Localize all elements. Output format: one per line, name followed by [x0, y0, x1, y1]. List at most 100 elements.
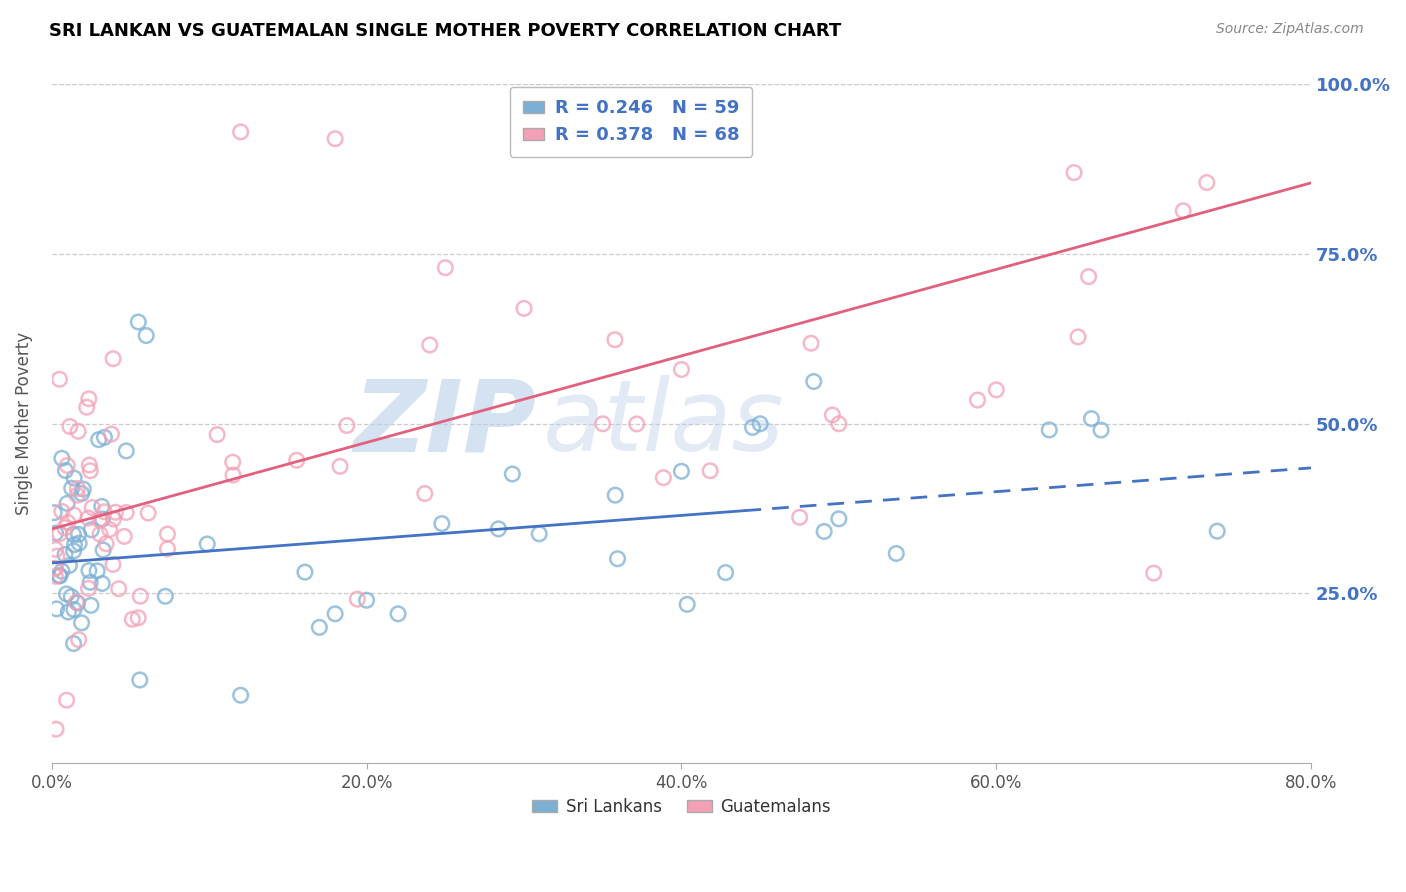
Point — [884, 546, 907, 560]
Point — [356, 593, 378, 607]
Point — [53, 548, 76, 562]
Point — [66, 482, 89, 496]
Point — [89, 527, 111, 541]
Legend: Sri Lankans, Guatemalans: Sri Lankans, Guatemalans — [526, 791, 837, 822]
Point — [56, 458, 79, 473]
Point — [592, 417, 614, 431]
Point — [93, 505, 115, 519]
Point — [156, 541, 179, 556]
Point — [63, 508, 86, 522]
Point — [70, 615, 93, 630]
Text: atlas: atlas — [543, 376, 785, 472]
Point — [42, 562, 65, 576]
Point — [80, 523, 103, 537]
Point — [1206, 524, 1229, 538]
Point — [346, 592, 368, 607]
Point — [828, 512, 851, 526]
Point — [828, 417, 851, 431]
Point — [323, 132, 346, 146]
Point — [741, 420, 763, 434]
Point — [104, 505, 127, 519]
Point — [800, 336, 823, 351]
Point — [676, 598, 699, 612]
Point — [121, 612, 143, 626]
Point — [91, 512, 114, 526]
Point — [86, 564, 108, 578]
Point — [79, 464, 101, 478]
Point — [329, 459, 352, 474]
Point — [1143, 566, 1166, 580]
Point — [986, 383, 1008, 397]
Point — [60, 481, 83, 495]
Point — [55, 464, 77, 478]
Point — [45, 722, 67, 736]
Point — [51, 504, 73, 518]
Point — [51, 564, 73, 578]
Point — [63, 471, 86, 485]
Point — [966, 392, 988, 407]
Point — [387, 607, 409, 621]
Point — [94, 537, 117, 551]
Point — [67, 527, 90, 541]
Point — [1090, 423, 1112, 437]
Point — [51, 451, 73, 466]
Point — [62, 636, 84, 650]
Point — [44, 506, 66, 520]
Point — [89, 513, 111, 527]
Point — [46, 549, 69, 563]
Point — [222, 468, 245, 483]
Point — [58, 605, 80, 619]
Point — [55, 587, 77, 601]
Point — [285, 453, 308, 467]
Point — [229, 688, 252, 702]
Point — [803, 375, 825, 389]
Point — [1077, 269, 1099, 284]
Point — [72, 482, 94, 496]
Point — [115, 443, 138, 458]
Point — [308, 620, 330, 634]
Point — [79, 458, 101, 472]
Point — [749, 417, 772, 431]
Point — [56, 496, 79, 510]
Point — [65, 595, 87, 609]
Point — [53, 521, 76, 535]
Point — [48, 568, 70, 582]
Point — [671, 464, 693, 478]
Point — [45, 526, 67, 541]
Point — [45, 542, 67, 557]
Point — [90, 500, 112, 514]
Point — [107, 582, 129, 596]
Point — [626, 417, 648, 431]
Point — [45, 602, 67, 616]
Point — [58, 558, 80, 573]
Point — [1195, 176, 1218, 190]
Point — [434, 260, 457, 275]
Point — [155, 589, 177, 603]
Point — [606, 551, 628, 566]
Point — [128, 673, 150, 687]
Point — [789, 510, 811, 524]
Text: SRI LANKAN VS GUATEMALAN SINGLE MOTHER POVERTY CORRELATION CHART: SRI LANKAN VS GUATEMALAN SINGLE MOTHER P… — [49, 22, 841, 40]
Point — [671, 362, 693, 376]
Point — [156, 527, 179, 541]
Point — [127, 315, 149, 329]
Point — [100, 427, 122, 442]
Point — [62, 527, 84, 541]
Point — [91, 543, 114, 558]
Point — [1173, 203, 1195, 218]
Point — [103, 512, 125, 526]
Point — [129, 589, 152, 603]
Point — [136, 506, 159, 520]
Point — [1063, 165, 1085, 179]
Point — [77, 392, 100, 406]
Point — [195, 537, 218, 551]
Point — [205, 427, 228, 442]
Point — [294, 565, 316, 579]
Point — [229, 125, 252, 139]
Point — [699, 464, 721, 478]
Point — [67, 536, 90, 550]
Point — [135, 328, 157, 343]
Point — [652, 471, 675, 485]
Point — [1067, 330, 1090, 344]
Point — [813, 524, 835, 539]
